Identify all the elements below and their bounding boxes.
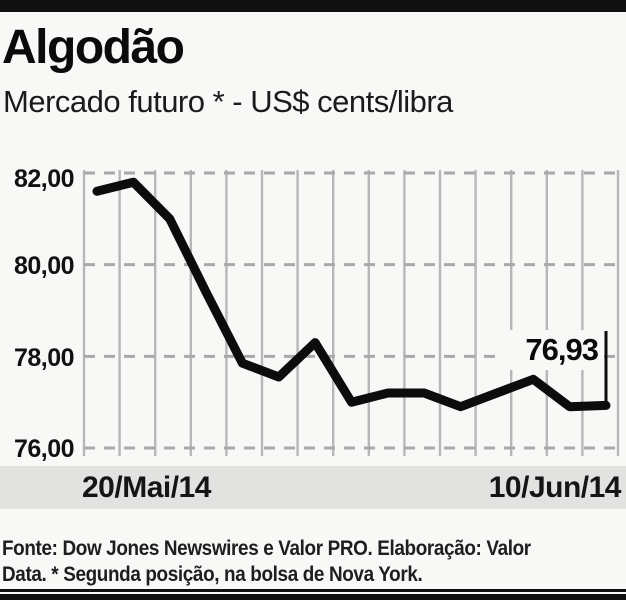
x-axis-start-label: 20/Mai/14 — [82, 471, 211, 504]
bottom-rule — [0, 589, 626, 592]
chart-title: Algodão — [2, 21, 185, 74]
y-axis-tick-label: 82,00 — [13, 165, 75, 193]
source-note: Fonte: Dow Jones Newswires e Valor PRO. … — [2, 536, 596, 588]
x-axis-band: 20/Mai/14 10/Jun/14 — [0, 466, 626, 509]
top-rule — [0, 0, 626, 12]
y-axis-tick-label: 78,00 — [13, 344, 75, 372]
bottom-bar — [0, 594, 626, 600]
last-value-label: 76,93 — [500, 330, 602, 370]
y-axis-tick-label: 76,00 — [13, 435, 75, 463]
chart-subtitle: Mercado futuro * - US$ cents/libra — [3, 84, 453, 119]
source-note-line-1: Fonte: Dow Jones Newswires e Valor PRO. … — [2, 537, 531, 560]
x-axis-end-label: 10/Jun/14 — [488, 471, 622, 504]
source-note-line-2: Data. * Segunda posição, na bolsa de Nov… — [2, 563, 423, 586]
y-axis-tick-label: 80,00 — [13, 252, 75, 280]
